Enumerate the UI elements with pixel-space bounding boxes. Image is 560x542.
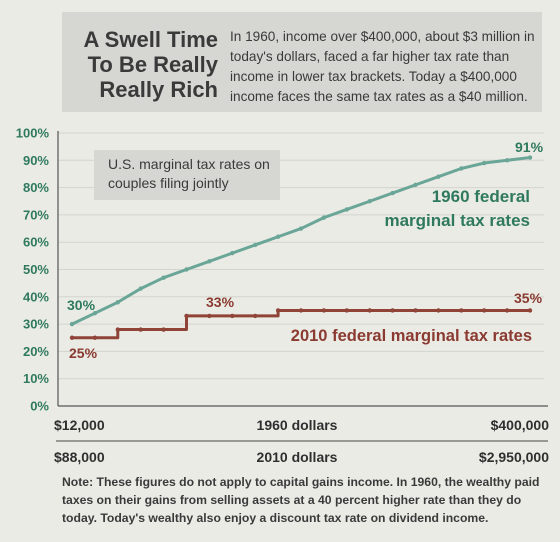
x-axis-label-2010: 2010 dollars (257, 449, 338, 465)
headline: A Swell Time To Be Really Really Rich (62, 27, 219, 102)
series-1960-point (184, 267, 189, 272)
header-box: A Swell Time To Be Really Really Rich In… (62, 12, 542, 112)
series-2010-point (344, 308, 349, 313)
series-1960-start-label: 30% (67, 297, 96, 313)
series-1960-point (230, 250, 235, 256)
series-1960-name-line-1: 1960 federal (432, 187, 530, 206)
x-axis-end-1960: $400,000 (491, 417, 550, 433)
headline-line-3: Really Rich (99, 77, 218, 102)
series-1960-point (115, 300, 121, 305)
series-2010-point (92, 335, 98, 340)
series-1960-point (527, 155, 533, 160)
series-1960-point (504, 158, 510, 163)
series-2010-point (390, 308, 395, 313)
series-1960-point (367, 199, 372, 204)
series-2010-point (504, 308, 510, 313)
y-tick-label: 50% (23, 262, 49, 277)
series-2010-point (115, 327, 121, 332)
series-2010-point (253, 313, 258, 319)
y-tick-label: 60% (23, 235, 49, 250)
series-1960-end-label: 91% (515, 139, 544, 155)
series-1960-point (207, 259, 212, 264)
series-2010-point (436, 308, 441, 313)
y-tick-label: 0% (30, 399, 49, 414)
series-2010-point (459, 308, 464, 313)
y-tick-label: 40% (23, 289, 49, 304)
y-tick-label: 20% (23, 344, 49, 359)
intro-text: In 1960, income over $400,000, about $3 … (230, 29, 535, 104)
series-1960-point (138, 286, 143, 291)
footnote: Note: These figures do not apply to capi… (62, 475, 540, 525)
series-2010-point (527, 308, 533, 313)
x-axis-end-2010: $2,950,000 (479, 449, 549, 465)
series-1960-point (436, 174, 441, 179)
series-1960-point (413, 182, 418, 188)
y-tick-label: 30% (23, 317, 49, 332)
series-2010-line (72, 308, 530, 340)
series-1960-point (253, 242, 258, 248)
series-2010-point (138, 327, 143, 332)
series-2010-point (161, 327, 166, 332)
series-2010-point (275, 308, 281, 313)
series-2010-point (367, 308, 372, 313)
x-axis-start-1960: $12,000 (54, 417, 105, 433)
series-1960-point (69, 321, 75, 327)
y-tick-label: 10% (23, 371, 49, 386)
series-1960-name-line-2: marginal tax rates (384, 211, 530, 230)
series-1960-point (275, 234, 281, 239)
y-tick-label: 70% (23, 207, 49, 222)
y-tick-label: 80% (23, 180, 49, 195)
x-axis-label-1960: 1960 dollars (257, 417, 338, 433)
series-1960-point (459, 166, 464, 171)
series-2010-point (482, 308, 487, 313)
series-2010-point (207, 313, 212, 319)
series-1960-point (321, 215, 327, 220)
series-2010-point (184, 313, 189, 319)
series-1960-point (390, 190, 395, 196)
series-2010-point (69, 335, 75, 340)
series-2010-name: 2010 federal marginal tax rates (291, 327, 532, 345)
series-2010-mid-label: 33% (206, 294, 235, 310)
series-2010-end-label: 35% (514, 290, 543, 306)
series-1960-point (161, 275, 166, 280)
series-2010-point (413, 308, 418, 313)
series-2010-start-label: 25% (69, 345, 98, 361)
headline-line-1: A Swell Time (83, 27, 219, 52)
y-tick-label: 90% (23, 153, 49, 168)
series-2010-point (321, 308, 327, 313)
x-axis-start-2010: $88,000 (54, 449, 105, 465)
series-1960-point (92, 310, 98, 316)
series-2010-point (298, 308, 304, 313)
headline-line-2: To Be Really (87, 52, 218, 77)
series-1960-point (482, 160, 487, 166)
y-tick-label: 100% (16, 126, 50, 141)
series-1960-point (298, 226, 304, 231)
series-1960-point (344, 207, 349, 212)
series-2010-point (230, 313, 235, 319)
inset-note: U.S. marginal tax rates on couples filin… (94, 150, 280, 200)
